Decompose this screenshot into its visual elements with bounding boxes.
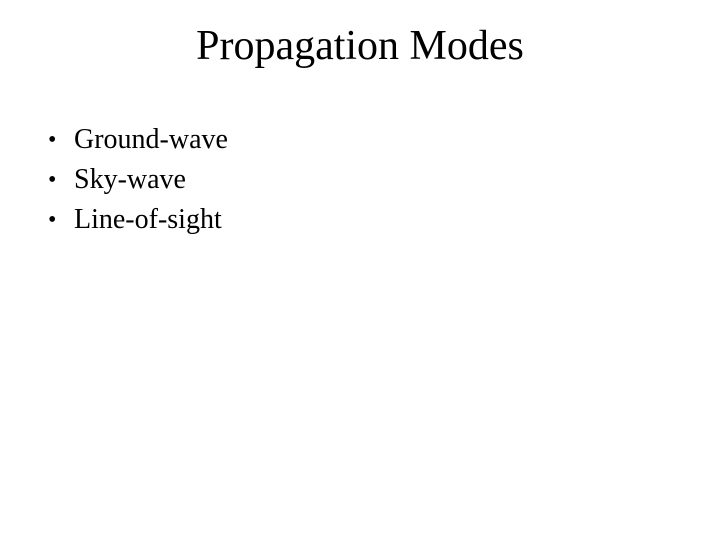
list-item: Ground-wave	[44, 120, 228, 160]
list-item: Line-of-sight	[44, 200, 228, 240]
slide-body: Ground-wave Sky-wave Line-of-sight	[44, 120, 228, 240]
bullet-list: Ground-wave Sky-wave Line-of-sight	[44, 120, 228, 240]
slide-title: Propagation Modes	[0, 22, 720, 70]
slide: Propagation Modes Ground-wave Sky-wave L…	[0, 0, 720, 540]
list-item: Sky-wave	[44, 160, 228, 200]
